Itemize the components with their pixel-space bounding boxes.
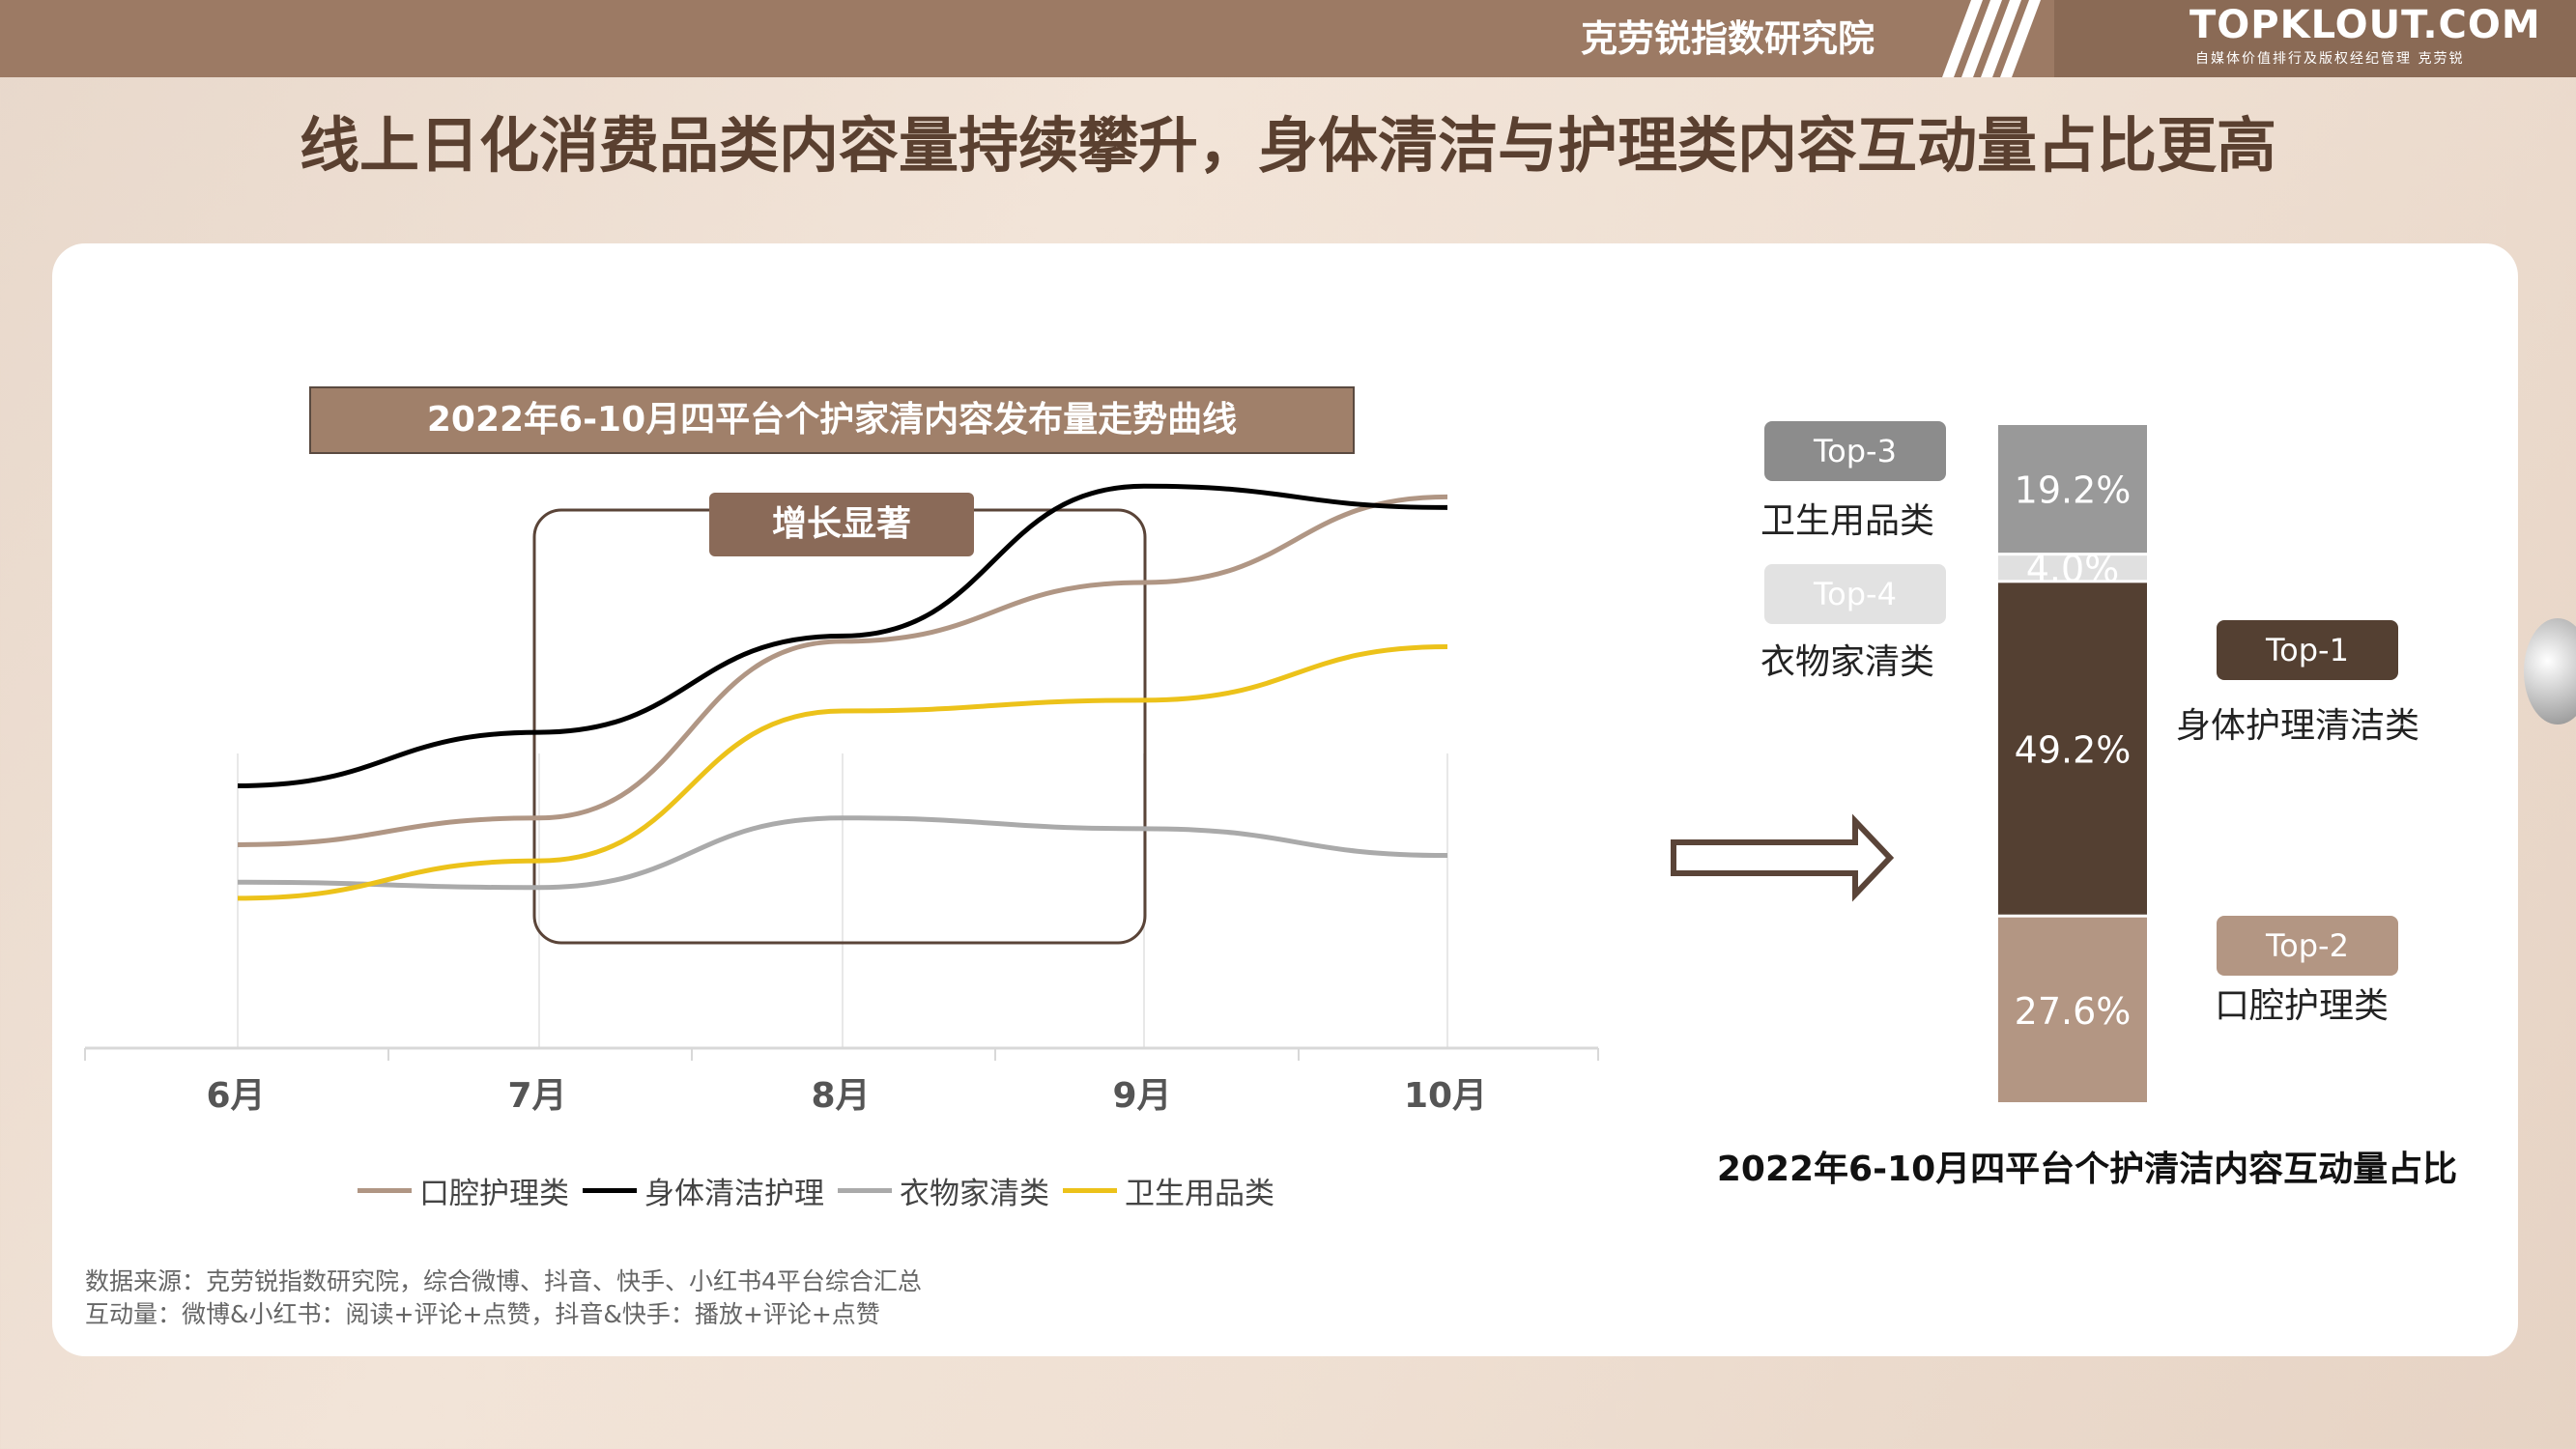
x-axis-ticks: 6月 7月 8月 9月 10月: [206, 1076, 1487, 1116]
category-label-body: 身体护理清洁类: [2176, 706, 2420, 746]
bar-segment-hygiene: [1998, 425, 2147, 554]
stacked-bar: 27.6% 49.2% 4.0% 19.2%: [1998, 425, 2147, 1102]
x-tick-label: 9月: [1112, 1076, 1171, 1116]
category-label-hygiene: 卫生用品类: [1760, 501, 1935, 541]
legend-label-hygiene: 卫生用品类: [1125, 1176, 1274, 1211]
bar-chart-title: 2022年6-10月四平台个护清洁内容互动量占比: [1716, 1150, 2458, 1189]
line-chart-title: 2022年6-10月四平台个护家清内容发布量走势曲线: [309, 386, 1355, 454]
category-label-oral: 口腔护理类: [2215, 986, 2390, 1026]
series-line-hygiene: [237, 643, 1448, 901]
stripes-decoration: [1942, 0, 2041, 77]
chart-grid: [84, 753, 1599, 1061]
source-line-1: 数据来源：克劳锐指数研究院，综合微博、抖音、快手、小红书4平台综合汇总: [85, 1267, 922, 1295]
institute-name: 克劳锐指数研究院: [1580, 17, 1875, 60]
rank-badge-top1: Top-1: [2217, 620, 2398, 680]
chart-legend: 口腔护理类 身体清洁护理 衣物家清类 卫生用品类: [358, 1169, 1420, 1211]
bar-segment-label-body: 49.2%: [2015, 729, 2132, 772]
page-headline: 线上日化消费品类内容量持续攀升，身体清洁与护理类内容互动量占比更高: [299, 110, 2276, 181]
top-bar: 克劳锐指数研究院 TOPKLOUT.COM 自媒体价值排行及版权经纪管理 克劳锐: [0, 0, 2576, 77]
brand-box: TOPKLOUT.COM 自媒体价值排行及版权经纪管理 克劳锐: [2054, 0, 2576, 77]
brand-tagline: 自媒体价值排行及版权经纪管理 克劳锐: [2195, 51, 2465, 67]
bar-segment-label-clothing: 4.0%: [2026, 548, 2120, 590]
x-tick-label: 10月: [1404, 1076, 1487, 1116]
series-line-body: [237, 483, 1448, 789]
bar-segment-clothing: [1998, 555, 2147, 581]
right-arrow-icon: [1671, 813, 1895, 902]
legend-label-body: 身体清洁护理: [644, 1176, 824, 1211]
chart-lines: [237, 483, 1448, 901]
legend-swatch-clothing: [838, 1187, 892, 1193]
legend-item-oral: 口腔护理类: [358, 1169, 569, 1212]
series-line-oral: [237, 494, 1448, 847]
legend-item-clothing: 衣物家清类: [838, 1169, 1049, 1212]
legend-item-body: 身体清洁护理: [583, 1169, 824, 1212]
category-label-clothing: 衣物家清类: [1760, 642, 1935, 682]
rank-badge-top2: Top-2: [2217, 916, 2398, 976]
bar-segment-oral: [1998, 917, 2147, 1102]
series-line-clothing: [237, 815, 1448, 891]
bar-segment-label-oral: 27.6%: [2015, 990, 2132, 1033]
legend-swatch-hygiene: [1063, 1187, 1117, 1193]
x-tick-label: 6月: [206, 1076, 265, 1116]
rank-badge-top4: Top-4: [1764, 564, 1946, 624]
data-source-note: 数据来源：克劳锐指数研究院，综合微博、抖音、快手、小红书4平台综合汇总 互动量：…: [85, 1265, 1148, 1333]
legend-swatch-oral: [358, 1187, 412, 1193]
pearl-decoration: [2524, 618, 2576, 724]
source-line-2: 互动量：微博&小红书：阅读+评论+点赞，抖音&快手：播放+评论+点赞: [85, 1300, 880, 1328]
bar-segment-label-hygiene: 19.2%: [2015, 469, 2132, 512]
legend-item-hygiene: 卫生用品类: [1063, 1169, 1274, 1212]
bar-segment-body: [1998, 582, 2147, 915]
legend-swatch-body: [583, 1187, 637, 1193]
rank-badge-top3: Top-3: [1764, 421, 1946, 481]
legend-label-clothing: 衣物家清类: [900, 1176, 1049, 1211]
brand-logo: TOPKLOUT.COM: [2190, 3, 2541, 47]
legend-label-oral: 口腔护理类: [419, 1176, 569, 1211]
x-tick-label: 8月: [811, 1076, 870, 1116]
growth-annotation: 增长显著: [709, 493, 974, 556]
x-tick-label: 7月: [507, 1076, 566, 1116]
